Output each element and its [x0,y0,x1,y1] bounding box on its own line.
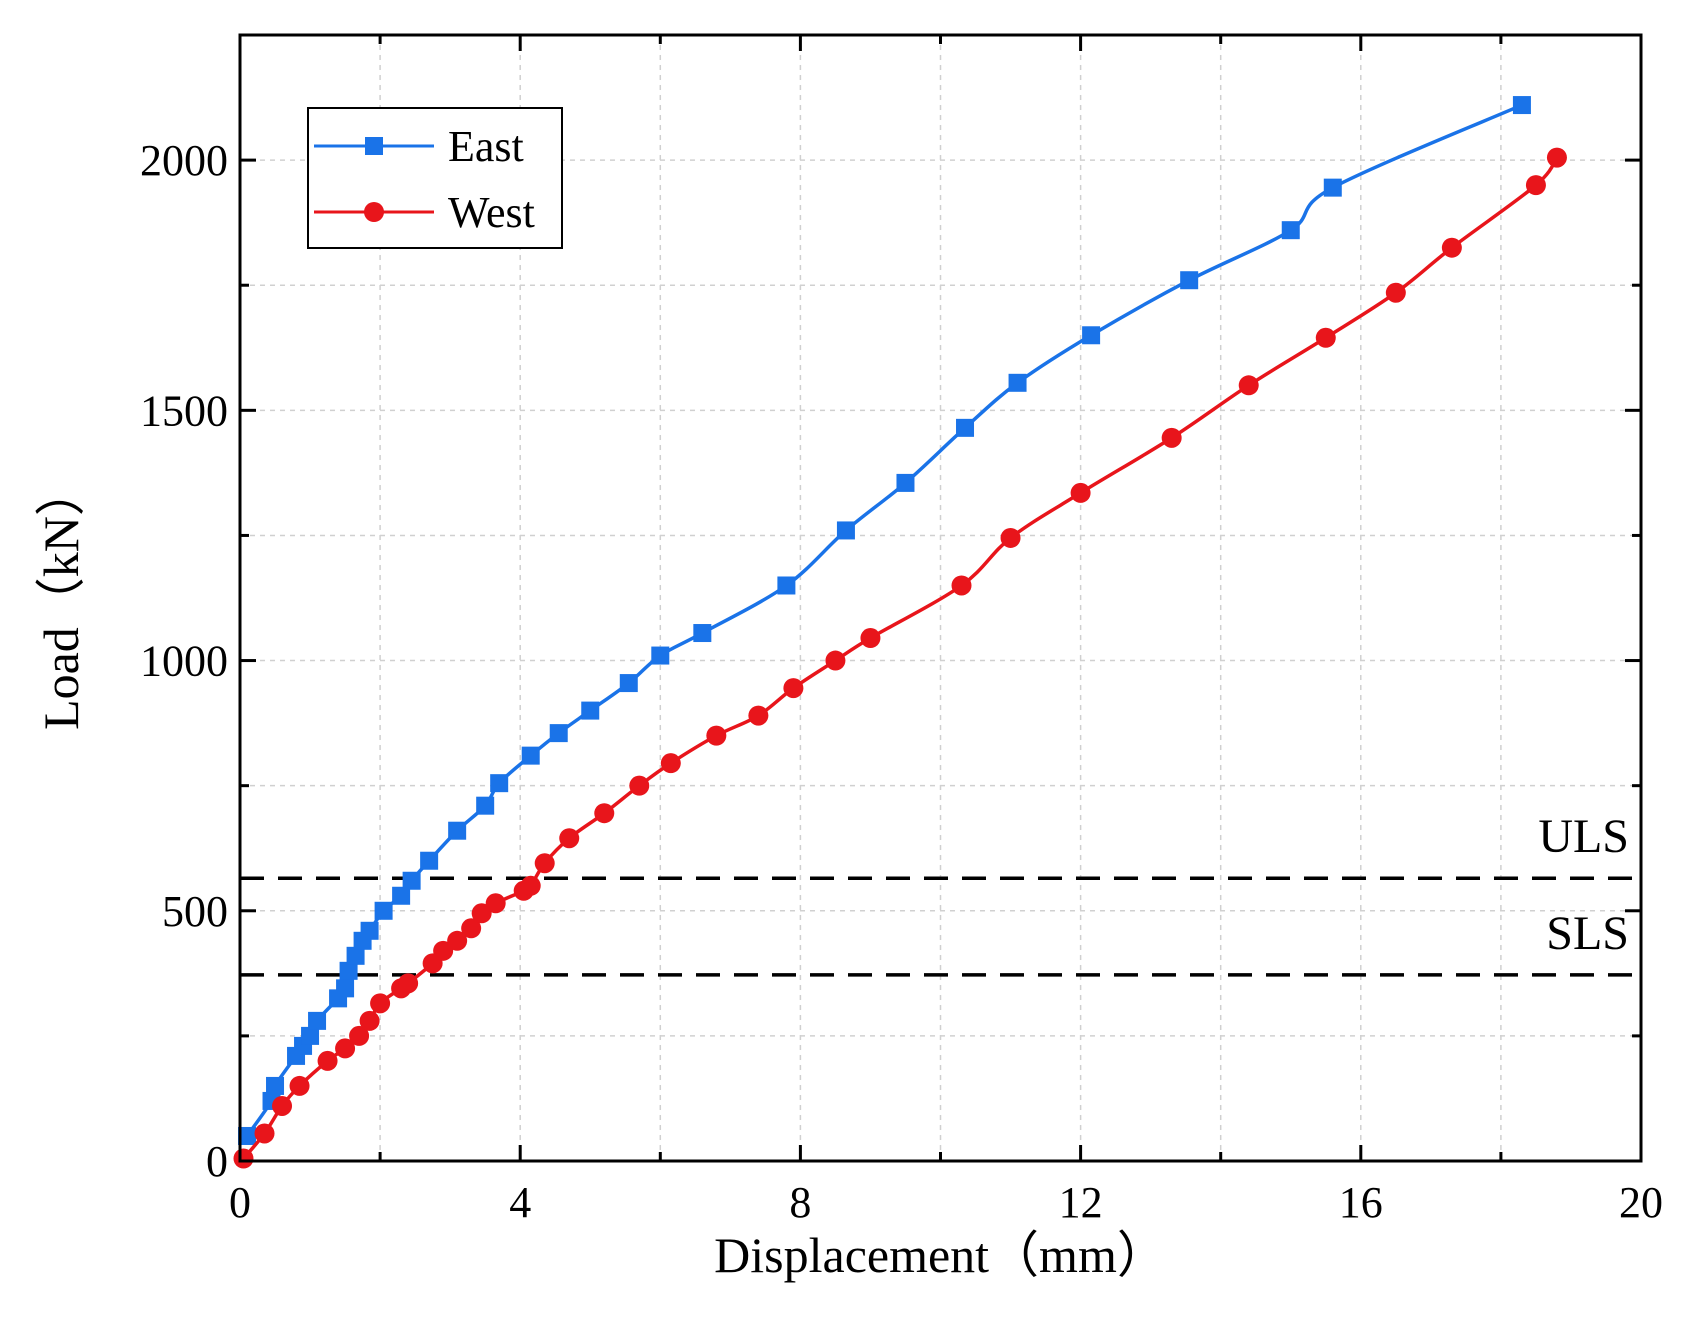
y-tick-label: 0 [206,1137,228,1186]
series-west-point [1070,482,1091,503]
series-west-point [748,705,769,726]
series-west-point [1546,147,1567,168]
series-west-point [289,1075,310,1096]
series-east-point [266,1076,285,1095]
x-tick-label: 8 [789,1178,811,1227]
series-east-point [1008,373,1027,392]
series-west-point [349,1025,370,1046]
legend: East West [307,107,563,249]
series-east-point [339,961,358,980]
series-west-point [317,1050,338,1071]
series-west [233,147,1567,1169]
series-west-point [461,918,482,939]
x-tick-label: 20 [1619,1178,1663,1227]
series-west-point [951,575,972,596]
series-east-point [651,646,670,665]
series-west-point [1238,375,1259,396]
series-east-point [1323,178,1342,197]
legend-west-label: West [448,188,535,237]
series-west-point [433,940,454,961]
axis-ticks: 0 4 8 12 16 20 0 500 1000 1500 2000 [140,35,1663,1227]
series-west-point [335,1038,356,1059]
x-tick-label: 0 [229,1178,251,1227]
ref-label-uls: ULS [1538,810,1629,863]
series-west-point [272,1095,293,1116]
series-east-point [238,1126,257,1145]
series-layer [233,96,1567,1169]
series-east-point [476,796,495,815]
y-axis-title: Load（kN） [33,466,89,730]
series-east-point [374,901,393,920]
series-east-point [402,871,421,890]
x-tick-label: 12 [1059,1178,1103,1227]
series-east-point [619,674,638,693]
series-west-point [471,903,492,924]
series-west-point [1525,175,1546,196]
series-west-point [1441,237,1462,258]
legend-box [307,107,563,249]
series-east-point [1082,326,1101,345]
series-east-point [308,1011,327,1030]
legend-item-west: West [314,188,535,237]
series-east-point [346,946,365,965]
series-east-point [777,576,796,595]
series-east-point [1281,221,1300,240]
y-tick-label: 1000 [140,637,228,686]
series-west-point [706,725,727,746]
series-east [238,96,1531,1145]
x-tick-label: 4 [509,1178,531,1227]
series-west-point [1000,527,1021,548]
grid [240,35,1641,1161]
series-east-point [521,746,540,765]
series-west-point [1315,327,1336,348]
legend-east-marker [365,137,383,155]
series-west-point [233,1148,254,1169]
ref-label-sls: SLS [1546,907,1629,960]
series-west-point [254,1123,275,1144]
series-west-point [825,650,846,671]
series-west-point [783,678,804,699]
series-west-point [485,893,506,914]
series-east-point [549,724,568,743]
series-east-point [448,821,467,840]
series-west-point [860,628,881,649]
series-west-point [398,973,419,994]
series-west-point [594,803,615,824]
series-east-point [1180,271,1199,290]
x-axis-title: Displacement（mm） [714,1227,1167,1283]
series-west-point [534,853,555,874]
series-east-point [1512,96,1531,115]
legend-item-east: East [314,122,524,171]
legend-east-label: East [448,122,524,171]
series-east-point [490,774,509,793]
series-west-point [520,875,541,896]
series-east-point [581,701,600,720]
y-tick-label: 2000 [140,136,228,185]
y-tick-label: 1500 [140,386,228,435]
series-west-line [242,156,1559,1160]
series-east-point [336,979,355,998]
series-east-point [301,1026,320,1045]
series-west-point [447,930,468,951]
legend-west-marker [364,202,384,222]
series-east-point [420,851,439,870]
y-tick-label: 500 [162,887,228,936]
series-west-point [559,828,580,849]
series-east-point [360,921,379,940]
series-east-point [836,521,855,540]
series-west-point [660,753,681,774]
x-tick-label: 16 [1339,1178,1383,1227]
series-west-point [370,993,391,1014]
reference-lines: ULS SLS [240,810,1641,977]
series-west-point [629,775,650,796]
series-east-point [896,473,915,492]
series-west-point [1161,427,1182,448]
series-east-point [693,624,712,643]
series-east-point [392,886,411,905]
series-west-point [1385,282,1406,303]
series-east-line [245,103,1523,1137]
series-west-point [359,1010,380,1031]
series-east-point [956,418,975,437]
